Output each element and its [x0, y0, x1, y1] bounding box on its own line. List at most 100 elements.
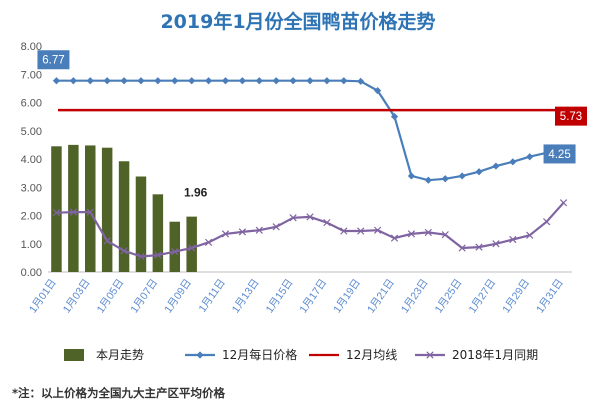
data-labels: 6.77 5.73 4.25 1.96: [37, 50, 587, 200]
point: [306, 77, 314, 85]
point: [407, 172, 416, 180]
point: [171, 248, 179, 256]
point: [357, 227, 365, 235]
bar: [118, 161, 130, 272]
point: [475, 243, 483, 251]
bar: [135, 176, 147, 272]
data-label-daily-first: 6.77: [42, 55, 64, 67]
point: [238, 77, 246, 85]
point: [441, 231, 449, 239]
y-tick-label: 3.00: [21, 182, 42, 194]
point: [137, 77, 145, 85]
point: [154, 77, 162, 85]
point: [559, 199, 568, 207]
point: [238, 228, 247, 236]
legend-label: 12月均线: [346, 348, 397, 362]
point: [441, 175, 449, 183]
y-tick-label: 7.00: [21, 69, 42, 81]
data-label-avg: 5.73: [560, 111, 582, 123]
y-axis: 0.00 1.00 2.00 3.00 4.00 5.00 6.00 7.00 8.00: [21, 41, 572, 279]
legend: 本月走势 12月每日价格 12月均线 2018年1月同期: [64, 347, 538, 362]
y-tick-label: 6.00: [21, 98, 42, 110]
point: [188, 77, 196, 85]
point: [323, 77, 331, 85]
legend-label: 12月每日价格: [222, 347, 297, 362]
point: [103, 77, 111, 85]
point: [323, 218, 331, 227]
data-label-avg-box: [555, 106, 587, 126]
point: [390, 113, 399, 121]
bar: [101, 147, 113, 272]
point: [272, 223, 280, 231]
legend-marker: [196, 351, 204, 359]
point: [86, 208, 94, 216]
point: [458, 244, 466, 252]
legend-label: 2018年1月同期: [452, 348, 538, 362]
point: [357, 77, 365, 85]
bar: [85, 145, 96, 272]
data-label-bar: 1.96: [184, 186, 208, 200]
point: [86, 77, 94, 85]
bar: [169, 221, 181, 272]
point: [424, 176, 432, 184]
point: [374, 87, 382, 95]
point: [69, 77, 77, 85]
y-tick-label: 8.00: [21, 41, 42, 53]
point: [526, 153, 534, 161]
point: [137, 252, 145, 261]
point: [407, 230, 416, 238]
point: [373, 226, 382, 234]
point: [475, 168, 483, 176]
y-tick-label: 1.00: [21, 239, 42, 251]
legend-swatch-bar: [64, 349, 84, 361]
point: [52, 77, 61, 85]
point: [492, 162, 500, 170]
point: [188, 244, 196, 252]
point: [103, 237, 111, 245]
point: [272, 77, 280, 85]
point: [526, 231, 534, 239]
y-tick-label: 0.00: [21, 267, 42, 279]
line-series: [52, 77, 572, 261]
point: [204, 238, 213, 246]
point: [120, 247, 128, 255]
data-label-daily-last: 4.25: [548, 149, 570, 161]
point: [340, 227, 348, 235]
point: [255, 226, 263, 234]
point: [306, 213, 314, 221]
point: [204, 77, 213, 85]
y-tick-label: 5.00: [21, 126, 42, 138]
point: [424, 228, 432, 237]
bar: [152, 194, 164, 272]
point: [289, 77, 297, 85]
bar: [68, 144, 79, 272]
point: [120, 77, 128, 85]
point: [171, 77, 179, 85]
point: [52, 209, 61, 217]
bar-series: [51, 144, 197, 272]
y-tick-label: 4.00: [21, 154, 42, 166]
point: [390, 234, 399, 242]
point: [492, 240, 500, 248]
point: [509, 158, 517, 166]
legend-label: 本月走势: [96, 348, 144, 362]
point: [340, 77, 348, 85]
point: [458, 172, 466, 180]
footnote: *注：以上价格为全国九大主产区平均价格: [12, 386, 226, 400]
bar: [186, 216, 197, 272]
point: [221, 230, 230, 238]
data-label-daily-last-box: [543, 144, 576, 164]
chart-title: 2019年1月份全国鸭苗价格走势: [160, 10, 435, 33]
point: [154, 251, 162, 259]
legend-marker: [426, 351, 434, 359]
y-tick-label: 2.00: [21, 211, 42, 223]
point: [543, 218, 551, 226]
point: [509, 235, 517, 244]
point: [255, 77, 263, 85]
point: [289, 214, 297, 222]
data-label-daily-first-box: [37, 50, 70, 70]
point: [221, 77, 230, 85]
